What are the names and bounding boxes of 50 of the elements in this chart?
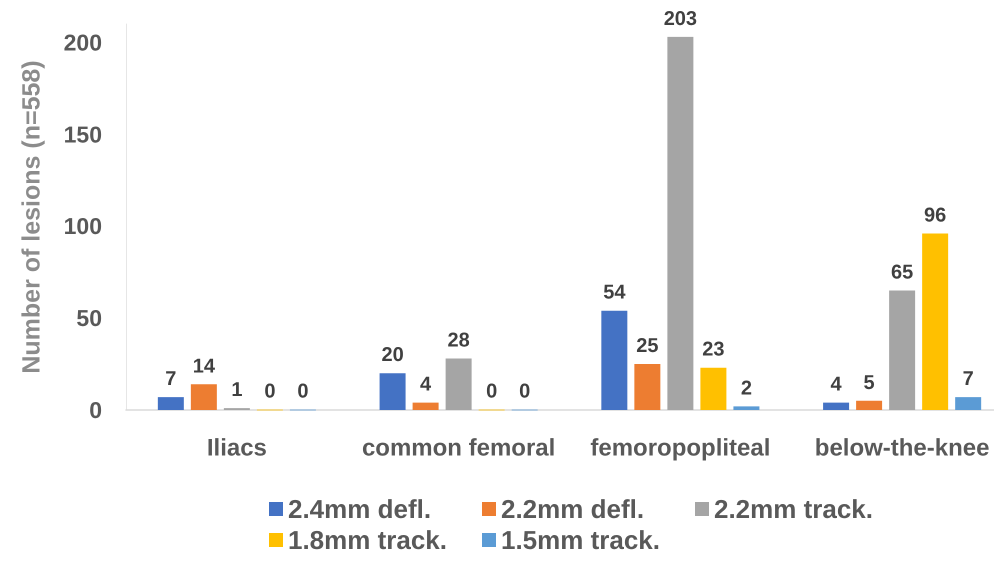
bar xyxy=(700,368,726,410)
bar xyxy=(823,402,850,410)
y-axis-title: Number of lesions (n=558) xyxy=(18,60,46,374)
data-label: 1 xyxy=(231,379,242,402)
legend-label: 2.2mm track. xyxy=(714,494,873,524)
bar xyxy=(856,400,882,410)
bar xyxy=(889,290,916,410)
data-label: 0 xyxy=(519,380,530,403)
bar xyxy=(380,373,406,410)
data-label: 4 xyxy=(830,374,843,396)
bar xyxy=(190,384,217,410)
data-label: 4 xyxy=(420,374,432,396)
bar xyxy=(733,406,760,410)
data-label: 65 xyxy=(891,262,914,284)
y-tick-label: 50 xyxy=(76,305,102,332)
legend-label: 2.4mm defl. xyxy=(288,494,432,524)
y-tick-label: 0 xyxy=(89,397,102,423)
y-tick-label: 100 xyxy=(64,213,102,240)
data-label: 54 xyxy=(603,282,626,304)
y-tick-label: 150 xyxy=(64,121,102,148)
bar xyxy=(955,397,982,410)
data-label: 203 xyxy=(664,8,698,30)
y-tick-label: 200 xyxy=(64,29,102,56)
data-label: 7 xyxy=(165,368,176,390)
data-label: 0 xyxy=(486,380,498,403)
data-label: 20 xyxy=(381,344,404,366)
bar xyxy=(667,36,694,410)
bar xyxy=(922,234,948,410)
data-label: 23 xyxy=(702,338,725,361)
data-label: 0 xyxy=(297,380,308,403)
x-tick-label: common femoral xyxy=(362,434,556,462)
bar xyxy=(634,364,660,410)
data-label: 7 xyxy=(962,368,974,390)
data-label: 96 xyxy=(924,204,946,227)
data-label: 28 xyxy=(448,330,470,352)
data-label: 5 xyxy=(864,372,875,394)
data-label: 25 xyxy=(636,335,658,358)
x-tick-label: Iliacs xyxy=(206,434,267,462)
data-label: 2 xyxy=(740,377,752,400)
bar xyxy=(412,402,439,410)
data-label: 0 xyxy=(264,380,276,403)
data-label: 14 xyxy=(192,355,216,378)
bar xyxy=(601,310,628,410)
x-tick-label: below-the-knee xyxy=(814,434,990,462)
legend-label: 1.8mm track. xyxy=(288,525,447,555)
x-tick-label: femoropopliteal xyxy=(590,434,770,462)
bar xyxy=(446,358,472,410)
bar xyxy=(158,397,184,410)
legend-label: 2.2mm defl. xyxy=(501,494,644,524)
legend-label: 1.5mm track. xyxy=(501,525,660,555)
